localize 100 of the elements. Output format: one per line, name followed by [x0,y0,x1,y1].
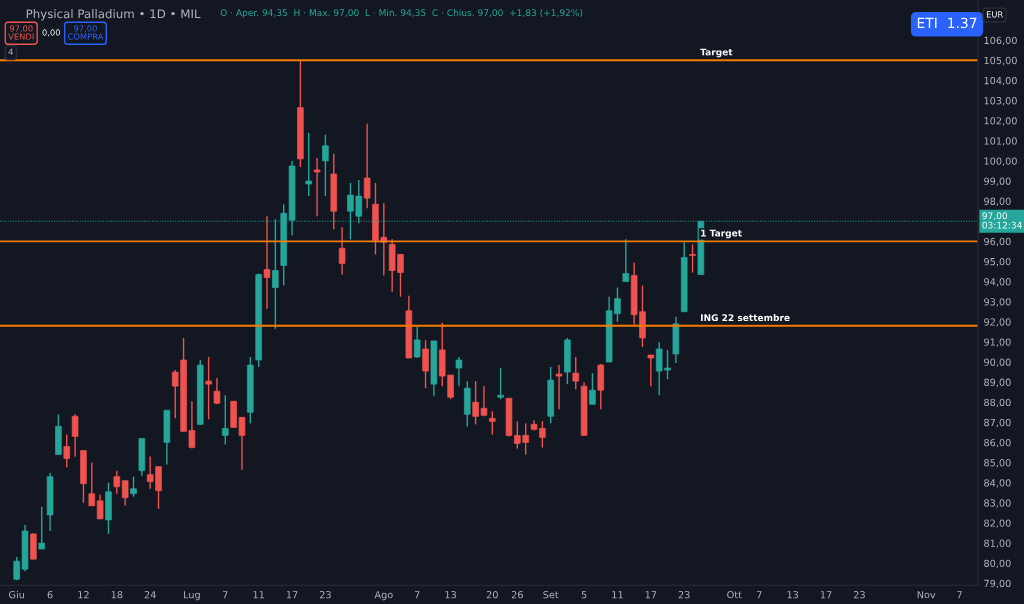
candlestick [313,157,321,217]
candlestick [46,471,54,532]
y-tick-label: 92,00 [984,318,1011,327]
candlestick [213,377,221,405]
x-tick-label: 11 [612,591,623,599]
candlestick [222,394,229,446]
y-tick-label: 96,00 [984,237,1011,247]
candlestick [63,433,71,469]
y-tick-label: 84,00 [984,479,1011,488]
text: Physical Palladium • 1D • MIL [26,9,201,21]
candlestick [589,372,596,405]
x-tick-label: Ott [727,591,742,599]
y-tick-label: 105,00 [984,56,1017,66]
x-tick-label: 20 [486,591,498,599]
y-tick-label: 91,00 [984,338,1011,347]
y-tick-label: 87,00 [984,418,1011,428]
candlestick [322,134,329,197]
annotation: 0,00 [42,29,60,37]
annotation: 4 [8,48,14,55]
y-tick-label: 106,00 [984,36,1017,46]
candlestick [622,238,630,283]
candlestick [80,449,87,504]
y-tick-label: 83,00 [984,499,1011,508]
candlestick [305,132,312,197]
x-tick-label: 6 [47,591,53,599]
x-tick-label: 26 [511,591,523,599]
candlestick [88,461,96,507]
candlestick [413,326,421,359]
y-tick-label: 94,00 [984,278,1011,287]
y-tick-label: 82,00 [984,519,1011,528]
y-tick-label: 88,00 [984,398,1011,408]
x-tick-label: Lug [184,591,200,601]
candlestick [489,410,496,436]
x-tick-label: 18 [111,591,123,599]
candlestick [680,241,688,313]
candlestick [247,356,254,425]
candlestick [464,380,471,428]
candlestick [572,356,580,390]
candlestick [38,506,45,550]
candlestick [263,215,271,310]
x-tick-label: 7 [414,591,420,599]
candlestick [689,243,696,274]
ref-line-label: Target [700,48,733,58]
y-tick-label: 90,00 [984,358,1011,367]
candlestick [564,337,571,385]
y-tick-label: 104,00 [984,76,1017,86]
y-tick-label: 93,00 [984,298,1011,307]
x-tick-label: Set [543,591,559,599]
candlestick [497,367,504,400]
y-tick-label: 101,00 [984,137,1017,146]
x-tick-label: 23 [319,591,331,599]
y-tick-label: 86,00 [984,438,1011,448]
y-tick-label: 80,00 [984,559,1011,568]
candlestick [205,356,212,421]
y-tick-label: 103,00 [984,97,1017,106]
candlestick [30,532,37,560]
annotation: ETI 1.37 [917,17,977,29]
text: EUR [986,11,1004,18]
candlestick [647,354,655,387]
candlestick [55,413,62,456]
x-tick-label: Nov [917,591,936,599]
annotation: 97,00 COMPRA [68,25,104,40]
x-tick-label: Ago [374,591,393,601]
x-tick-label: 23 [678,591,690,599]
y-tick-label: 95,00 [984,257,1011,267]
y-tick-label: 102,00 [984,117,1017,126]
candlestick [297,59,304,168]
y-tick-label: 98,00 [984,197,1011,206]
candlestick [597,363,605,410]
candlestick [422,339,429,389]
annotation: 97,00 VENDI [8,25,34,40]
candlestick [330,153,338,230]
ref-line-label: 97,00 03:12:34 [982,212,1022,229]
ref-line-label: 1 Target [701,229,742,239]
x-tick-label: 13 [445,591,456,599]
x-tick-label: 7 [222,591,228,599]
x-tick-label: 5 [581,591,587,599]
x-tick-label: 7 [957,591,962,599]
x-tick-label: 13 [787,591,799,599]
x-tick-label: 23 [853,591,865,599]
x-tick-label: 17 [820,591,832,599]
y-tick-label: 85,00 [984,459,1011,468]
y-tick-label: 81,00 [984,539,1011,548]
ref-line-label: ING 22 settembre [701,314,790,322]
candlestick [547,366,554,425]
x-tick-label: 17 [286,591,298,599]
x-tick-label: 24 [144,591,156,599]
x-tick-label: 17 [645,591,657,599]
y-tick-label: 79,00 [984,579,1011,589]
candlestick [255,272,262,368]
text: O · Aper. 94,35 H · Max. 97,00 L · Min. 94,35 C · Chius. 97,00 +1,83 (+1,92%) [220,9,583,18]
x-tick-label: Giu [9,590,24,599]
candlestick [130,475,137,498]
y-tick-label: 100,00 [984,157,1017,166]
candlestick [196,359,204,426]
x-tick-label: 7 [757,591,762,599]
candlestick [105,482,112,535]
y-tick-label: 89,00 [984,378,1011,387]
x-tick-label: 12 [78,591,89,599]
y-tick-label: 99,00 [984,177,1011,186]
